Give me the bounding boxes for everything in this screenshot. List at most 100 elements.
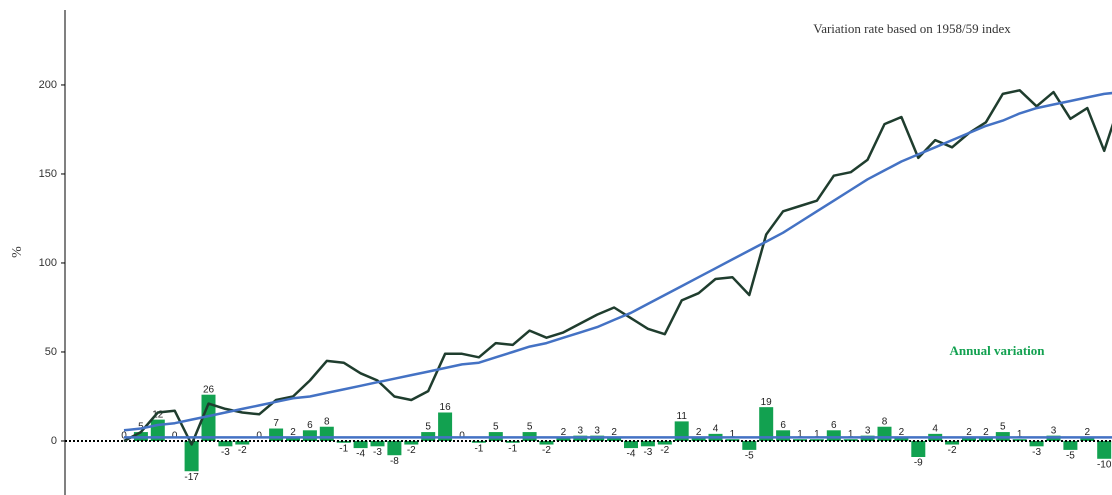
data-label: -2	[660, 445, 669, 456]
data-label: 6	[831, 420, 837, 431]
line	[123, 89, 1112, 446]
bar	[184, 440, 199, 472]
bar	[759, 407, 774, 441]
bar	[624, 440, 638, 449]
data-label: 5	[527, 422, 533, 433]
data-label: 4	[932, 423, 938, 434]
data-label: 0	[121, 431, 127, 442]
data-label: 2	[983, 427, 989, 438]
bar	[674, 421, 689, 441]
bar	[319, 426, 334, 441]
data-label: -2	[407, 445, 416, 456]
data-label: 2	[966, 427, 972, 438]
data-label: -4	[627, 449, 636, 460]
bar	[894, 437, 909, 441]
bar	[691, 437, 706, 441]
line	[123, 91, 1112, 432]
data-label: 0	[172, 431, 178, 442]
bar	[945, 440, 960, 445]
bar	[1080, 437, 1095, 441]
data-label: 0	[459, 431, 465, 442]
data-label: -8	[390, 456, 399, 467]
bar	[962, 437, 976, 441]
data-label: 2	[290, 427, 296, 438]
data-label: 16	[440, 402, 452, 413]
data-label: 2	[561, 427, 567, 438]
bar	[218, 440, 233, 447]
data-label: 1	[848, 429, 854, 440]
bar	[725, 439, 740, 441]
y-tick-label: 0	[51, 435, 57, 447]
data-label: -3	[373, 447, 382, 458]
data-label: 11	[677, 411, 688, 422]
data-label: 2	[696, 427, 702, 438]
data-label: 1	[797, 429, 803, 440]
bar	[607, 437, 622, 441]
bar	[336, 440, 351, 443]
bar	[286, 437, 300, 441]
data-label: -10	[1097, 459, 1112, 470]
bar	[269, 428, 284, 441]
data-label: -1	[474, 443, 483, 454]
data-label: 12	[152, 409, 164, 420]
bar	[657, 440, 672, 445]
bar	[742, 440, 757, 450]
bar	[809, 439, 824, 441]
bar	[302, 430, 317, 441]
bar	[201, 394, 216, 441]
bar	[793, 439, 807, 441]
data-label: 6	[780, 420, 786, 431]
data-label: 8	[882, 416, 888, 427]
data-label: -5	[1066, 451, 1075, 462]
bar	[370, 440, 385, 447]
y-tick-label: 150	[39, 168, 57, 180]
y-axis-label: %	[10, 246, 25, 258]
bar	[556, 437, 571, 441]
bar	[1063, 440, 1078, 450]
bar	[776, 430, 791, 441]
data-label: -9	[914, 458, 923, 469]
data-label: 4	[713, 423, 719, 434]
bar	[235, 440, 250, 445]
data-label: 0	[256, 431, 262, 442]
data-label: 2	[899, 427, 905, 438]
data-label: 26	[203, 384, 215, 395]
data-label: 3	[1051, 425, 1057, 436]
data-label: 3	[594, 425, 600, 436]
data-label: -3	[643, 447, 652, 458]
data-label: 3	[865, 425, 871, 436]
data-label: 2	[1085, 427, 1091, 438]
data-label: -5	[745, 451, 754, 462]
data-label: 8	[324, 416, 330, 427]
data-label: -2	[948, 445, 957, 456]
y-tick-label: 100	[39, 257, 57, 269]
bar	[640, 440, 655, 447]
series-label: Annual variation	[950, 343, 1046, 358]
bar	[826, 430, 841, 441]
data-label: -1	[508, 443, 517, 454]
data-label: 5	[493, 422, 499, 433]
bar	[1029, 440, 1044, 447]
data-label: 1	[814, 429, 820, 440]
data-label: -3	[1032, 447, 1041, 458]
bar	[387, 440, 402, 456]
bar	[438, 412, 453, 441]
data-label: 3	[578, 425, 584, 436]
data-label: 1	[1017, 429, 1023, 440]
data-label: 19	[761, 397, 773, 408]
data-label: -1	[339, 443, 348, 454]
bar	[1097, 440, 1112, 459]
data-label: -17	[184, 472, 199, 483]
series-label: Variation rate based on 1958/59 index	[813, 21, 1011, 36]
data-label: -3	[221, 447, 230, 458]
data-label: -4	[356, 449, 365, 460]
data-label: 5	[1000, 422, 1006, 433]
bar	[911, 440, 926, 457]
bar	[353, 440, 368, 449]
bar	[404, 440, 419, 445]
data-label: 1	[730, 429, 736, 440]
data-label: -2	[238, 445, 247, 456]
bar	[978, 437, 993, 441]
